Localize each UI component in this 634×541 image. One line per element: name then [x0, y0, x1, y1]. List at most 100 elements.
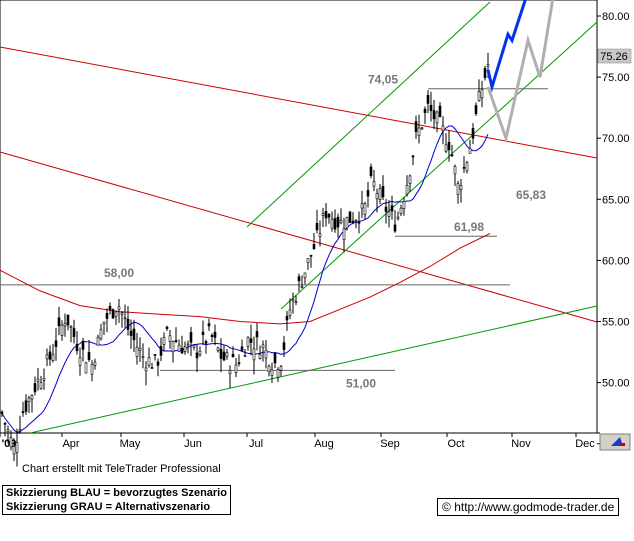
price-bar-body	[198, 350, 202, 355]
price-bar-body	[459, 185, 463, 190]
price-bar-body	[339, 220, 343, 224]
chart-credit: Chart erstellt mit TeleTrader Profession…	[22, 463, 221, 475]
y-tick-label: 55.00	[602, 317, 630, 329]
price-bar-body	[387, 211, 391, 217]
price-bar-body	[351, 220, 355, 223]
price-bar-body	[378, 188, 382, 200]
price-bar-body	[69, 326, 73, 329]
price-bar-body	[354, 220, 358, 222]
price-bar-body	[300, 286, 304, 288]
current-price-label: 75.26	[600, 51, 628, 63]
y-tick-label: 75.00	[602, 72, 630, 84]
price-bar-body	[204, 341, 208, 344]
price-bar-body	[96, 336, 100, 346]
price-bar-body	[477, 91, 481, 102]
annotation-a51: 51,00	[346, 376, 376, 390]
price-bar-body	[63, 323, 67, 327]
price-bar-body	[120, 312, 124, 315]
green-channel-upper	[246, 1, 491, 228]
price-bar-body	[330, 218, 334, 229]
price-bar-body	[411, 155, 415, 158]
price-bar-body	[375, 193, 379, 200]
price-bar-body	[273, 352, 277, 364]
price-bar-body	[432, 110, 436, 120]
price-bar-body	[261, 344, 265, 349]
price-bar-body	[3, 422, 7, 425]
price-bar-body	[234, 364, 238, 373]
price-bar-body	[57, 317, 61, 327]
price-bars	[0, 52, 490, 467]
red-trendline-upper	[0, 46, 598, 159]
x-tick-label: Jun	[184, 438, 202, 450]
price-bar-body	[360, 203, 364, 209]
price-bar-body	[417, 127, 421, 137]
price-bar-body	[105, 312, 109, 319]
price-bar-body	[84, 362, 88, 374]
y-tick-label: 80.00	[602, 11, 630, 23]
red-trendline-lower	[0, 151, 598, 323]
price-bar-body	[171, 341, 175, 353]
price-bar-body	[474, 105, 478, 115]
annotation-a58: 58,00	[104, 266, 134, 280]
price-bar-body	[264, 349, 268, 359]
price-bar-body	[465, 162, 469, 172]
price-bar-body	[267, 365, 271, 373]
price-bar-body	[90, 364, 94, 375]
annotations: 58,00 51,00 61,98 74,05 65,83	[104, 73, 546, 391]
price-bar-body	[87, 352, 91, 360]
gray-scenario-path	[486, 0, 555, 144]
price-bar-body	[9, 437, 13, 448]
price-bar-body	[384, 206, 388, 212]
price-bar-body	[471, 128, 475, 139]
price-bar-body	[186, 343, 190, 346]
price-bar-body	[318, 233, 322, 237]
price-bar-body	[324, 211, 328, 219]
blue-scenario-path	[486, 0, 527, 93]
website-credit[interactable]: © http://www.godmode-trader.de	[437, 498, 620, 516]
price-bar-body	[396, 216, 400, 219]
blue-triangle-icon[interactable]	[599, 433, 631, 451]
price-bar-body	[468, 148, 472, 154]
x-tick-label: Sep	[380, 438, 400, 450]
current-price-marker: 75.26	[597, 48, 632, 64]
price-bar-body	[42, 378, 46, 381]
price-bar-body	[402, 200, 406, 209]
price-bar-body	[483, 68, 487, 79]
website-url[interactable]: http://www.godmode-trader.de	[454, 500, 615, 514]
price-bar-body	[216, 347, 220, 351]
price-bar-body	[327, 213, 331, 218]
price-bar-body	[321, 213, 325, 216]
price-bar-body	[99, 329, 103, 340]
price-bar-body	[252, 348, 256, 361]
price-bar-body	[51, 354, 55, 361]
price-bar-body	[27, 397, 31, 403]
price-bar-body	[285, 315, 289, 321]
price-bar-body	[147, 357, 151, 366]
price-bar-body	[144, 367, 148, 372]
price-bar-body	[72, 328, 76, 337]
price-bar-body	[195, 352, 199, 359]
price-bar-body	[129, 330, 133, 336]
price-bar-body	[258, 354, 262, 359]
price-bar-body	[135, 346, 139, 357]
price-bar-body	[420, 127, 424, 130]
annotation-a65: 65,83	[516, 188, 546, 202]
x-tick-label: Oct	[447, 438, 464, 450]
price-bar-body	[444, 144, 448, 152]
price-bar-body	[219, 348, 223, 359]
ma-long-line	[0, 233, 491, 325]
price-bar-body	[60, 324, 64, 336]
price-bar-body	[480, 89, 484, 99]
price-bar-body	[333, 218, 337, 230]
price-bar-body	[303, 272, 307, 278]
price-bar-body	[246, 337, 250, 347]
legend-blue-text: Skizzierung BLAU = bevorzugtes Szenario	[6, 487, 227, 499]
price-bar-body	[288, 309, 292, 316]
price-bar-body	[441, 125, 445, 132]
price-bar-body	[276, 369, 280, 378]
price-bar-body	[297, 276, 301, 282]
price-bar-body	[462, 167, 466, 169]
x-tick-label: Jul	[249, 438, 263, 450]
price-bar-body	[270, 369, 274, 376]
price-bar-body	[228, 370, 232, 374]
